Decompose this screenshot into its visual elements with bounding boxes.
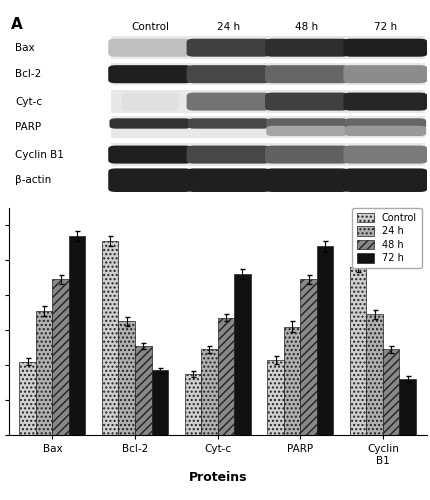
FancyBboxPatch shape [266, 118, 347, 128]
Bar [201, 350, 217, 435]
FancyBboxPatch shape [108, 38, 192, 56]
Bar [102, 241, 118, 435]
Text: Cyclin B1: Cyclin B1 [15, 150, 64, 160]
FancyBboxPatch shape [122, 92, 178, 110]
Bar [349, 267, 366, 435]
Bar [217, 318, 233, 435]
Bar [267, 360, 283, 435]
Text: Control: Control [131, 22, 169, 32]
FancyBboxPatch shape [343, 65, 427, 83]
Bar [19, 362, 36, 435]
Bar [151, 370, 168, 435]
Bar [111, 169, 424, 192]
Bar [399, 379, 415, 435]
Bar [135, 346, 151, 435]
FancyBboxPatch shape [108, 168, 192, 192]
Text: Bax: Bax [15, 42, 34, 52]
Bar [300, 280, 316, 435]
Bar [316, 246, 332, 435]
FancyBboxPatch shape [108, 65, 192, 83]
FancyBboxPatch shape [186, 92, 270, 110]
FancyBboxPatch shape [344, 126, 425, 136]
Bar [283, 326, 300, 435]
Bar [36, 311, 52, 435]
FancyBboxPatch shape [186, 146, 270, 164]
FancyBboxPatch shape [108, 146, 192, 164]
FancyBboxPatch shape [343, 38, 427, 56]
Text: Cyt-c: Cyt-c [15, 96, 42, 106]
Bar [366, 314, 382, 435]
Text: Bcl-2: Bcl-2 [15, 69, 41, 79]
Bar [111, 63, 424, 86]
Text: β-actin: β-actin [15, 175, 51, 185]
FancyBboxPatch shape [344, 118, 425, 128]
Text: 24 h: 24 h [217, 22, 240, 32]
FancyBboxPatch shape [186, 38, 270, 56]
Bar [382, 350, 399, 435]
FancyBboxPatch shape [264, 92, 348, 110]
FancyBboxPatch shape [186, 168, 270, 192]
FancyBboxPatch shape [187, 118, 269, 128]
Bar [111, 36, 424, 59]
Text: 48 h: 48 h [295, 22, 318, 32]
Bar [233, 274, 250, 435]
Bar [118, 322, 135, 435]
Bar [69, 236, 85, 435]
FancyBboxPatch shape [264, 168, 348, 192]
FancyBboxPatch shape [264, 65, 348, 83]
Bar [111, 144, 424, 166]
FancyBboxPatch shape [343, 168, 427, 192]
Bar [52, 280, 69, 435]
Text: PARP: PARP [15, 122, 41, 132]
FancyBboxPatch shape [266, 126, 347, 136]
Legend: Control, 24 h, 48 h, 72 h: Control, 24 h, 48 h, 72 h [351, 208, 421, 268]
FancyBboxPatch shape [109, 118, 190, 128]
Bar [111, 116, 424, 138]
Text: 72 h: 72 h [373, 22, 396, 32]
X-axis label: Proteins: Proteins [188, 471, 246, 484]
Bar [111, 90, 424, 113]
FancyBboxPatch shape [264, 38, 348, 56]
FancyBboxPatch shape [343, 92, 427, 110]
FancyBboxPatch shape [264, 146, 348, 164]
FancyBboxPatch shape [186, 65, 270, 83]
Text: A: A [11, 17, 22, 32]
FancyBboxPatch shape [343, 146, 427, 164]
Bar [184, 374, 201, 435]
